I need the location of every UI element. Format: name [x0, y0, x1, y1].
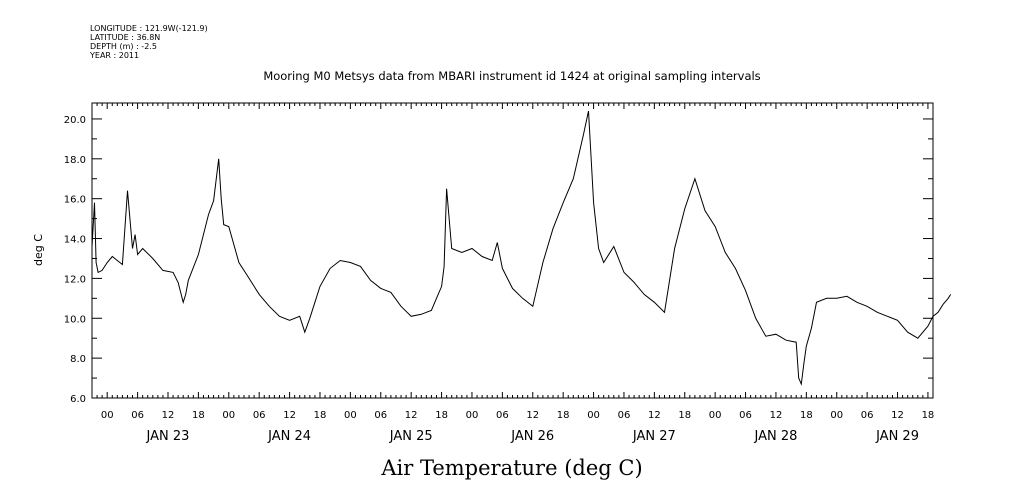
x-hour-label: 12: [526, 410, 539, 421]
x-hour-label: 00: [344, 410, 357, 421]
y-tick-label: 18.0: [64, 155, 86, 166]
year-text: YEAR : 2011: [89, 51, 139, 60]
x-hour-label: 00: [587, 410, 600, 421]
x-hour-label: 00: [830, 410, 843, 421]
x-hour-label: 06: [496, 410, 509, 421]
tick-marks: [91, 103, 934, 399]
x-day-label: JAN 24: [267, 429, 311, 444]
x-day-label: JAN 29: [875, 429, 919, 444]
x-hour-label: 12: [283, 410, 296, 421]
x-hour-label: 06: [253, 410, 266, 421]
x-hour-label: 12: [770, 410, 783, 421]
x-day-label: JAN 28: [753, 429, 797, 444]
chart-title: Mooring M0 Metsys data from MBARI instru…: [263, 69, 760, 83]
x-hour-label: 06: [861, 410, 874, 421]
x-hour-label: 12: [162, 410, 175, 421]
x-hour-label: 00: [709, 410, 722, 421]
x-hour-label: 18: [314, 410, 327, 421]
x-hour-label: 12: [648, 410, 661, 421]
x-hour-label: 06: [131, 410, 144, 421]
y-tick-label: 20.0: [64, 115, 86, 126]
x-day-label: JAN 23: [146, 429, 190, 444]
y-tick-label: 12.0: [64, 274, 86, 285]
x-hour-label: 06: [618, 410, 631, 421]
x-hour-label: 18: [435, 410, 448, 421]
x-hour-label: 18: [557, 410, 570, 421]
y-tick-label: 10.0: [64, 314, 86, 325]
x-hour-label: 18: [922, 410, 935, 421]
x-hour-label: 00: [466, 410, 479, 421]
x-axis-label: Air Temperature (deg C): [380, 456, 642, 480]
y-axis-label: deg C: [32, 234, 45, 266]
x-hour-label: 00: [101, 410, 114, 421]
x-hour-label: 12: [405, 410, 418, 421]
latitude-text: LATITUDE : 36.8N: [90, 33, 160, 42]
x-hour-label: 18: [192, 410, 205, 421]
air-temperature-line: [91, 110, 952, 386]
tick-labels: 6.0 8.0 10.0 12.0 14.0 16.0 18.0 20.0 00 06 12 18 00…: [64, 115, 935, 444]
x-day-label: JAN 25: [389, 429, 433, 444]
depth-text: DEPTH (m) : -2.5: [90, 42, 157, 51]
longitude-text: LONGITUDE : 121.9W(-121.9): [90, 24, 208, 33]
y-tick-label: 8.0: [70, 354, 86, 365]
y-tick-label: 16.0: [64, 195, 86, 206]
x-day-label: JAN 27: [632, 429, 676, 444]
y-tick-label: 14.0: [64, 235, 86, 246]
plot-frame: [91, 102, 934, 399]
x-hour-label: 06: [739, 410, 752, 421]
x-hour-label: 12: [891, 410, 904, 421]
x-hour-label: 06: [374, 410, 387, 421]
y-tick-label: 6.0: [70, 394, 86, 405]
x-hour-label: 18: [800, 410, 813, 421]
x-day-label: JAN 26: [510, 429, 554, 444]
x-hour-label: 18: [678, 410, 691, 421]
x-hour-label: 00: [222, 410, 235, 421]
